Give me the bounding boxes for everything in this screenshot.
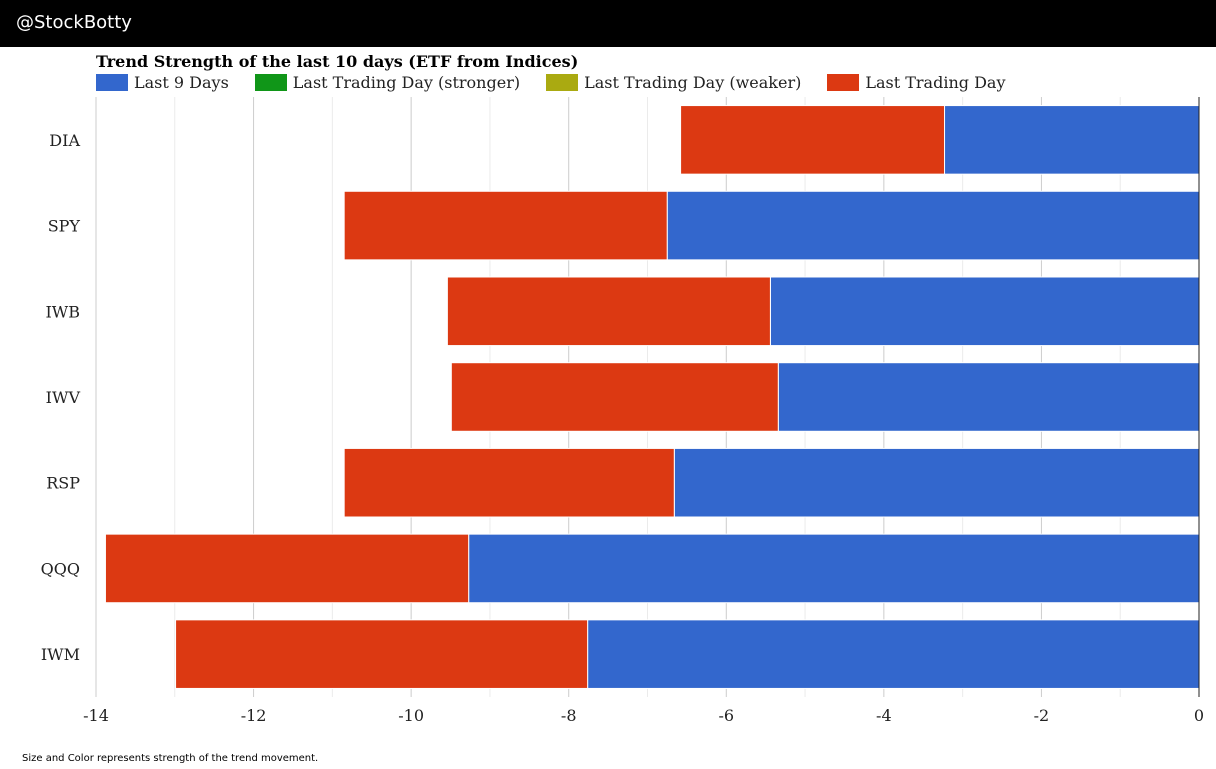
legend-swatch-last-9-days bbox=[96, 74, 128, 91]
y-tick-label: IWM bbox=[41, 645, 80, 664]
brand-handle: @StockBotty bbox=[16, 12, 132, 33]
y-tick-label: DIA bbox=[49, 131, 80, 150]
bar-rsp-last-trading-day bbox=[343, 447, 675, 518]
x-tick-label: -10 bbox=[398, 706, 424, 725]
legend-label-weaker: Last Trading Day (weaker) bbox=[584, 73, 802, 92]
y-tick-label: IWV bbox=[46, 388, 81, 407]
bar-rsp-last-9-days bbox=[673, 447, 1200, 518]
y-tick-label: IWB bbox=[45, 302, 80, 321]
footnote: Size and Color represents strength of th… bbox=[22, 753, 319, 764]
chart-legend: Last 9 Days Last Trading Day (stronger) … bbox=[96, 73, 1031, 92]
x-tick-label: 0 bbox=[1194, 706, 1204, 725]
bar-iwb-last-9-days bbox=[769, 276, 1200, 347]
legend-label-stronger: Last Trading Day (stronger) bbox=[292, 73, 521, 92]
chart-title: Trend Strength of the last 10 days (ETF … bbox=[96, 52, 579, 71]
bar-spy-last-9-days bbox=[666, 190, 1200, 261]
x-tick-label: -12 bbox=[241, 706, 267, 725]
bar-qqq-last-9-days bbox=[468, 533, 1200, 604]
bar-iwv-last-trading-day bbox=[450, 362, 779, 432]
legend-swatch-stronger bbox=[254, 74, 287, 91]
legend-item-stronger[interactable]: Last Trading Day (stronger) bbox=[254, 73, 521, 92]
legend-item-last-trading-day[interactable]: Last Trading Day bbox=[827, 73, 1005, 92]
header-bar: @StockBotty bbox=[0, 0, 1216, 47]
bar-iwb-last-trading-day bbox=[446, 276, 771, 347]
legend-swatch-weaker bbox=[546, 74, 579, 91]
bar-iwm-last-trading-day bbox=[175, 619, 589, 689]
legend-label-last-trading-day: Last Trading Day bbox=[865, 73, 1006, 92]
legend-item-weaker[interactable]: Last Trading Day (weaker) bbox=[546, 73, 801, 92]
y-tick-label: RSP bbox=[46, 474, 80, 493]
x-tick-label: -2 bbox=[1034, 706, 1050, 725]
x-tick-label: -8 bbox=[561, 706, 577, 725]
bar-iwm-last-9-days bbox=[587, 619, 1200, 689]
legend-swatch-last-trading-day bbox=[827, 74, 860, 91]
y-tick-label: QQQ bbox=[41, 559, 80, 578]
bar-spy-last-trading-day bbox=[343, 190, 668, 261]
bar-dia-last-9-days bbox=[944, 105, 1200, 175]
y-tick-label: SPY bbox=[48, 217, 81, 236]
x-tick-label: -14 bbox=[83, 706, 109, 725]
legend-label-last-9-days: Last 9 Days bbox=[134, 73, 229, 92]
x-tick-label: -6 bbox=[718, 706, 734, 725]
x-tick-label: -4 bbox=[876, 706, 892, 725]
bar-qqq-last-trading-day bbox=[104, 533, 470, 604]
bar-dia-last-trading-day bbox=[680, 105, 946, 175]
legend-item-last-9-days[interactable]: Last 9 Days bbox=[96, 73, 229, 92]
bar-iwv-last-9-days bbox=[777, 362, 1200, 432]
